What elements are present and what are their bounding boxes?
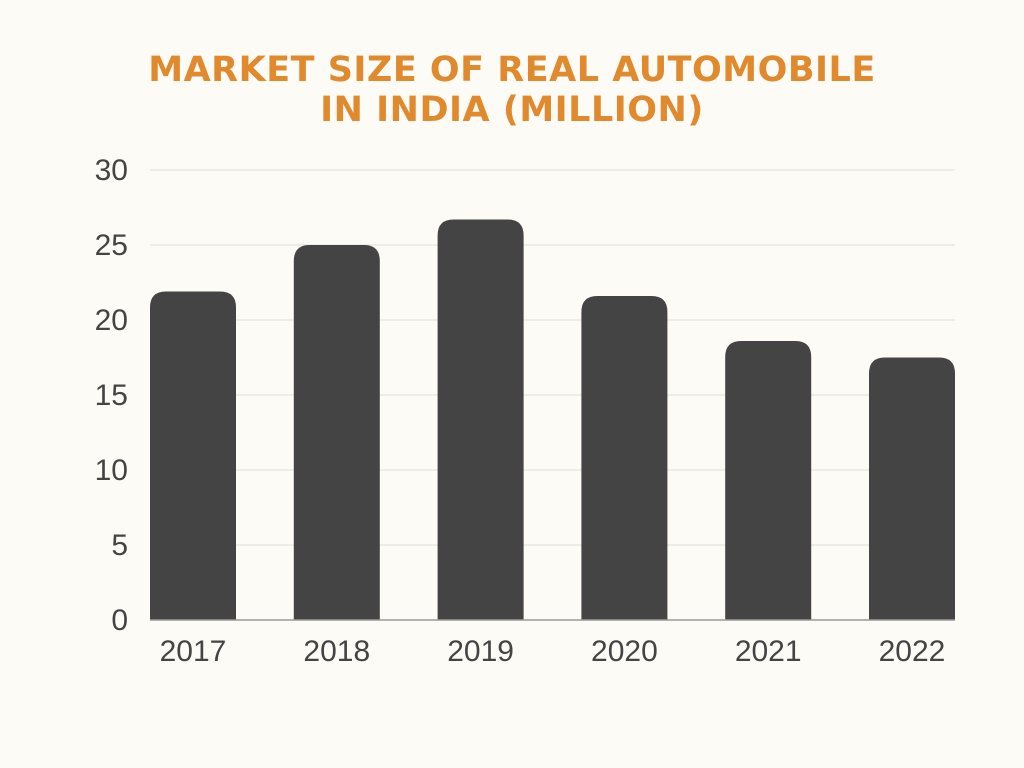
y-tick-label: 25: [95, 229, 128, 262]
y-tick-label: 20: [95, 304, 128, 337]
bar-2021: [725, 341, 812, 620]
y-tick-label: 10: [95, 454, 128, 487]
chart-title: MARKET SIZE OF REAL AUTOMOBILE IN INDIA …: [0, 50, 1024, 130]
bar-2020: [581, 296, 668, 620]
bar-2018: [293, 245, 380, 620]
y-tick-label: 0: [111, 604, 128, 637]
x-tick-label: 2017: [160, 635, 227, 668]
y-tick-label: 30: [95, 154, 128, 187]
x-tick-label: 2019: [447, 635, 514, 668]
chart-title-line-2: IN INDIA (MILLION): [320, 90, 704, 130]
axes: 0 5 10 15 20 25 30 2017 2018 2019 2020 2021 2022: [95, 154, 955, 668]
bars: [150, 219, 955, 620]
bar-2017: [150, 291, 236, 620]
x-tick-label: 2021: [735, 635, 802, 668]
bar-2022: [869, 357, 955, 620]
x-tick-label: 2020: [591, 635, 658, 668]
y-tick-label: 15: [95, 379, 128, 412]
y-tick-label: 5: [111, 529, 128, 562]
chart-title-line-1: MARKET SIZE OF REAL AUTOMOBILE: [148, 50, 876, 90]
gridlines: [150, 169, 955, 546]
x-tick-label: 2018: [303, 635, 370, 668]
x-tick-label: 2022: [879, 635, 946, 668]
bar-2019: [437, 219, 524, 620]
